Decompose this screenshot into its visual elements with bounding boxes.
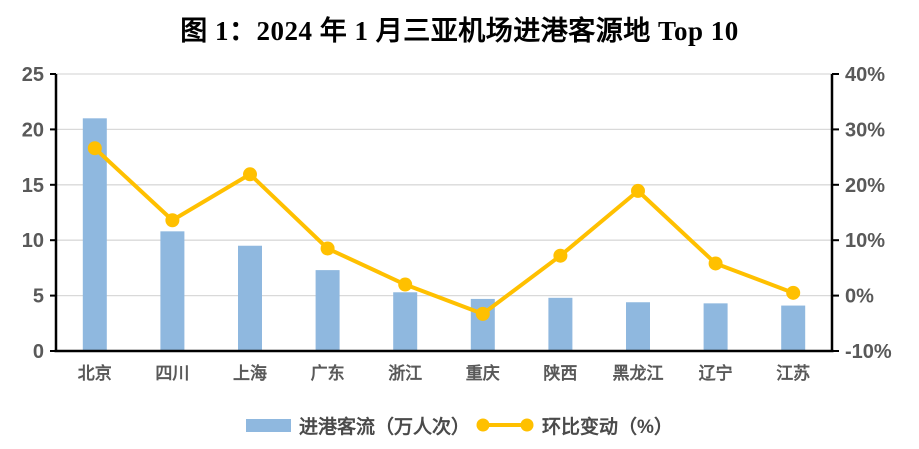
line-point-四川 xyxy=(165,213,180,228)
bar-黑龙江 xyxy=(626,302,650,351)
legend-bar-label: 进港客流（万人次） xyxy=(299,416,471,438)
right-axis-tick-label: 20% xyxy=(845,175,885,197)
right-axis-tick-label: 30% xyxy=(845,119,885,141)
line-series-marker-icon xyxy=(476,417,534,433)
bar-陕西 xyxy=(548,297,573,351)
left-axis-tick-label: 15 xyxy=(22,175,44,197)
category-label-广东: 广东 xyxy=(311,363,345,383)
line-point-陕西 xyxy=(553,248,568,263)
category-label-黑龙江: 黑龙江 xyxy=(613,363,664,383)
bar-辽宁 xyxy=(703,303,728,351)
category-label-四川: 四川 xyxy=(155,364,189,383)
left-axis-tick-label: 0 xyxy=(33,341,44,363)
category-label-浙江: 浙江 xyxy=(388,363,422,383)
bar-series-swatch-icon xyxy=(246,418,292,432)
category-label-重庆: 重庆 xyxy=(466,363,500,383)
right-axis-tick-label: 40% xyxy=(845,64,885,86)
left-axis-tick-label: 10 xyxy=(22,230,44,252)
bar-江苏 xyxy=(781,305,806,351)
line-point-广东 xyxy=(320,241,335,256)
chart-legend: 进港客流（万人次） 环比变动（%） xyxy=(0,409,919,441)
mom-change-line xyxy=(92,146,796,316)
bar-广东 xyxy=(315,270,340,351)
line-point-上海 xyxy=(243,167,257,182)
line-point-黑龙江 xyxy=(631,183,645,198)
chart-title: 图 1：2024 年 1 月三亚机场进港客源地 Top 10 xyxy=(180,16,739,46)
right-axis-tick-label: 0% xyxy=(845,286,874,308)
line-point-浙江 xyxy=(398,277,413,292)
category-label-上海: 上海 xyxy=(233,363,267,383)
legend-item-passenger-flow: 进港客流（万人次） xyxy=(246,412,470,439)
legend-line-label: 环比变动（%） xyxy=(542,416,673,438)
legend-item-mom-change: 环比变动（%） xyxy=(476,412,673,439)
line-point-北京 xyxy=(87,141,102,156)
right-axis-tick-label: -10% xyxy=(845,341,892,363)
bar-上海 xyxy=(238,245,262,351)
left-axis-tick-label: 20 xyxy=(22,119,44,141)
left-axis-tick-label: 25 xyxy=(22,64,44,86)
category-label-陕西: 陕西 xyxy=(543,363,577,383)
line-point-重庆 xyxy=(475,306,490,321)
left-axis-tick-label: 5 xyxy=(33,286,44,308)
right-axis-tick-label: 10% xyxy=(845,230,885,252)
category-label-北京: 北京 xyxy=(78,363,112,383)
line-point-辽宁 xyxy=(708,256,723,271)
category-label-江苏: 江苏 xyxy=(776,363,810,383)
bar-四川 xyxy=(160,231,185,351)
line-point-江苏 xyxy=(786,285,801,300)
bar-浙江 xyxy=(393,292,418,351)
category-label-辽宁: 辽宁 xyxy=(699,363,733,383)
